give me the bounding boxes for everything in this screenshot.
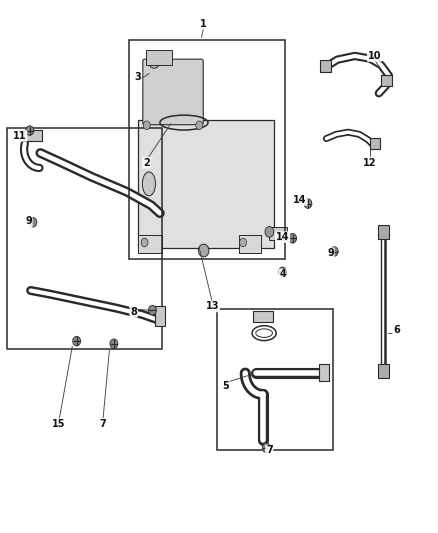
Circle shape	[279, 267, 286, 277]
Text: 7: 7	[99, 419, 106, 429]
Circle shape	[141, 238, 148, 247]
Circle shape	[304, 199, 312, 208]
Bar	[253, 311, 273, 322]
Bar	[146, 50, 172, 65]
Bar	[320, 60, 331, 72]
Text: 3: 3	[134, 72, 141, 82]
Circle shape	[143, 121, 150, 130]
Bar	[129, 40, 285, 259]
Circle shape	[240, 238, 247, 247]
FancyBboxPatch shape	[143, 59, 203, 125]
Circle shape	[148, 54, 160, 68]
Text: 9: 9	[327, 248, 334, 258]
Bar	[378, 225, 389, 239]
Bar	[138, 235, 162, 253]
Text: 4: 4	[279, 270, 286, 279]
Text: 13: 13	[206, 302, 219, 311]
Ellipse shape	[142, 172, 155, 196]
Bar	[378, 364, 389, 378]
Bar	[239, 235, 261, 253]
Circle shape	[73, 336, 81, 346]
Circle shape	[148, 305, 156, 315]
Text: 14: 14	[276, 232, 289, 242]
Circle shape	[29, 217, 37, 227]
Circle shape	[26, 126, 34, 135]
Text: 5: 5	[222, 382, 229, 391]
Circle shape	[198, 244, 209, 257]
Text: 8: 8	[130, 307, 137, 317]
Text: 14: 14	[293, 195, 307, 205]
Bar	[155, 306, 165, 326]
Text: 15: 15	[53, 419, 66, 429]
Text: 11: 11	[13, 131, 26, 141]
Text: 1: 1	[200, 19, 207, 29]
Text: 10: 10	[368, 51, 381, 61]
Bar	[381, 75, 392, 86]
Circle shape	[110, 339, 118, 349]
Circle shape	[160, 52, 169, 62]
Text: 7: 7	[266, 446, 273, 455]
Text: 9: 9	[25, 216, 32, 226]
Circle shape	[289, 233, 297, 243]
Bar	[319, 364, 328, 381]
Circle shape	[265, 227, 274, 237]
Bar	[24, 130, 42, 141]
Bar	[7, 128, 162, 349]
Text: 6: 6	[393, 326, 400, 335]
Text: 12: 12	[364, 158, 377, 167]
Text: 2: 2	[143, 158, 150, 167]
Circle shape	[262, 443, 270, 453]
Bar	[370, 138, 380, 149]
Bar	[269, 227, 287, 240]
Bar	[217, 309, 333, 450]
FancyBboxPatch shape	[138, 120, 274, 248]
Circle shape	[330, 247, 338, 256]
Circle shape	[196, 121, 203, 130]
